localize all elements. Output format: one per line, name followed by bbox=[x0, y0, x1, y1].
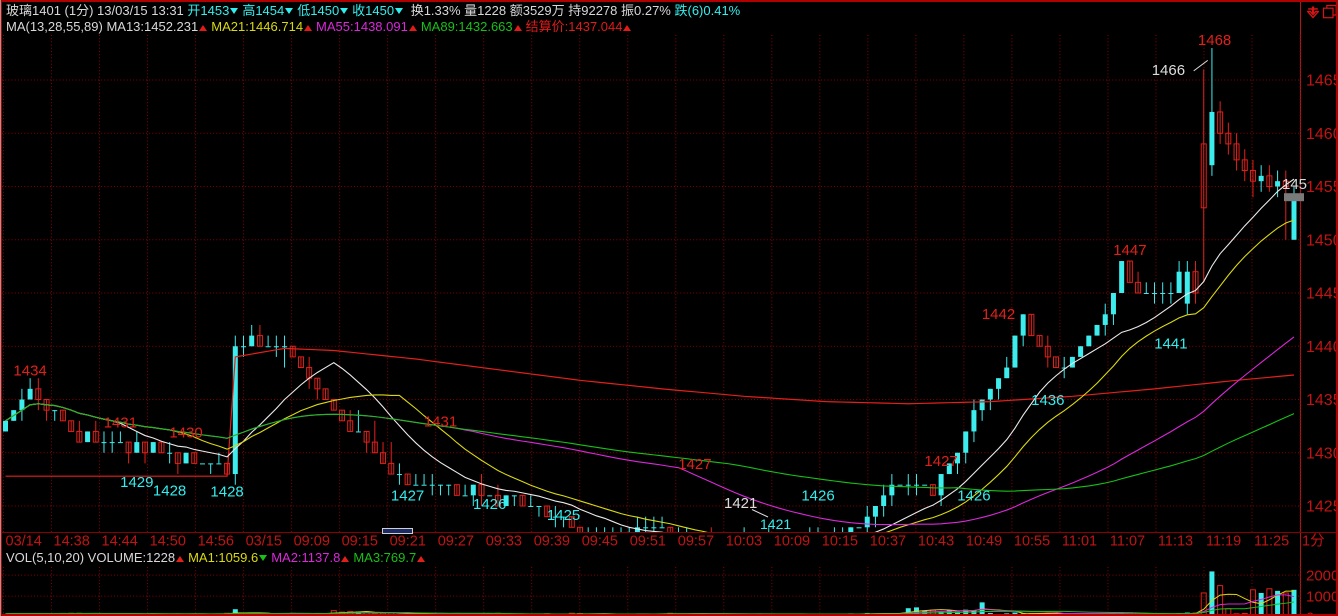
svg-text:1434: 1434 bbox=[13, 363, 46, 380]
svg-text:09:51: 09:51 bbox=[630, 534, 666, 550]
svg-text:1445: 1445 bbox=[1306, 286, 1338, 303]
svg-text:14:50: 14:50 bbox=[150, 534, 186, 550]
svg-text:09:33: 09:33 bbox=[486, 534, 522, 550]
svg-text:14:44: 14:44 bbox=[102, 534, 138, 550]
svg-text:1435: 1435 bbox=[1306, 392, 1338, 409]
svg-text:03/14: 03/14 bbox=[6, 534, 42, 550]
svg-text:1465: 1465 bbox=[1306, 73, 1338, 90]
svg-text:10:03: 10:03 bbox=[726, 534, 762, 550]
svg-text:1466: 1466 bbox=[1152, 62, 1185, 79]
svg-text:2000: 2000 bbox=[1306, 568, 1338, 585]
svg-text:11:07: 11:07 bbox=[1110, 534, 1145, 550]
svg-text:03/15: 03/15 bbox=[246, 534, 282, 550]
svg-text:1426: 1426 bbox=[473, 496, 506, 513]
svg-text:09:21: 09:21 bbox=[390, 534, 426, 550]
svg-text:1428: 1428 bbox=[153, 482, 186, 499]
svg-text:1分: 1分 bbox=[1302, 533, 1325, 550]
svg-text:1468: 1468 bbox=[1198, 35, 1231, 49]
svg-text:1000: 1000 bbox=[1306, 589, 1338, 606]
svg-text:1421: 1421 bbox=[760, 516, 791, 532]
svg-text:10:55: 10:55 bbox=[1014, 534, 1050, 550]
svg-text:10:09: 10:09 bbox=[774, 534, 810, 550]
svg-text:09:15: 09:15 bbox=[342, 534, 378, 550]
svg-text:10:37: 10:37 bbox=[870, 534, 906, 550]
svg-text:1441: 1441 bbox=[1154, 335, 1187, 352]
svg-text:0: 0 bbox=[1306, 610, 1314, 616]
svg-text:1426: 1426 bbox=[801, 488, 834, 505]
svg-text:1431: 1431 bbox=[424, 414, 457, 431]
svg-text:1440: 1440 bbox=[1306, 339, 1338, 356]
svg-text:11:01: 11:01 bbox=[1062, 534, 1097, 550]
svg-text:1447: 1447 bbox=[1113, 242, 1146, 259]
svg-text:09:57: 09:57 bbox=[678, 534, 714, 550]
svg-text:1429: 1429 bbox=[120, 474, 153, 491]
svg-text:10:49: 10:49 bbox=[966, 534, 1002, 550]
svg-text:1442: 1442 bbox=[982, 306, 1015, 323]
svg-text:10:15: 10:15 bbox=[822, 534, 858, 550]
svg-text:145: 145 bbox=[1282, 176, 1307, 193]
svg-text:1450: 1450 bbox=[1306, 232, 1338, 249]
svg-text:11:25: 11:25 bbox=[1254, 534, 1289, 550]
svg-text:1428: 1428 bbox=[210, 483, 243, 500]
svg-text:1425: 1425 bbox=[1306, 499, 1338, 516]
svg-text:1427: 1427 bbox=[678, 456, 711, 473]
svg-text:1426: 1426 bbox=[957, 488, 990, 505]
svg-text:1425: 1425 bbox=[547, 507, 580, 524]
svg-text:1436: 1436 bbox=[1031, 392, 1064, 409]
svg-text:1455: 1455 bbox=[1306, 179, 1338, 196]
svg-text:09:27: 09:27 bbox=[438, 534, 474, 550]
svg-text:14:56: 14:56 bbox=[198, 534, 234, 550]
svg-text:14:38: 14:38 bbox=[54, 534, 90, 550]
svg-text:1430: 1430 bbox=[169, 424, 202, 441]
svg-text:10:43: 10:43 bbox=[918, 534, 954, 550]
svg-text:09:09: 09:09 bbox=[294, 534, 330, 550]
svg-text:1460: 1460 bbox=[1306, 126, 1338, 143]
svg-text:11:19: 11:19 bbox=[1206, 534, 1241, 550]
svg-text:11:13: 11:13 bbox=[1158, 534, 1193, 550]
svg-text:1427: 1427 bbox=[391, 488, 424, 505]
svg-text:1431: 1431 bbox=[104, 415, 137, 432]
svg-text:1430: 1430 bbox=[1306, 445, 1338, 462]
svg-text:09:45: 09:45 bbox=[582, 534, 618, 550]
svg-text:1427: 1427 bbox=[924, 453, 957, 470]
svg-text:09:39: 09:39 bbox=[534, 534, 570, 550]
